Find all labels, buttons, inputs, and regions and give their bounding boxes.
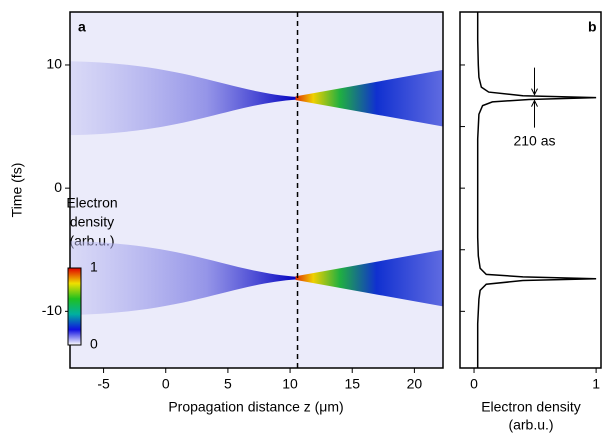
- colorbar-label: density: [70, 214, 114, 230]
- plot-frame: [459, 11, 602, 369]
- density-profile: [476, 12, 597, 368]
- x-tick-label: 0: [162, 376, 170, 392]
- annotation-arrowhead: [531, 99, 538, 107]
- x-tick-label: 10: [282, 376, 298, 392]
- x-tick-label: 1: [592, 376, 600, 392]
- annotation-arrowhead: [531, 88, 538, 96]
- x-tick-label: -5: [97, 376, 110, 392]
- plot-frame: [69, 11, 444, 369]
- beam-diverging: [295, 249, 443, 307]
- colorbar-label: Electron: [66, 195, 117, 211]
- colorbar-tick-label: 0: [90, 336, 98, 352]
- x-tick-label: 15: [344, 376, 360, 392]
- panel-label: a: [78, 19, 86, 35]
- annotation: 210 as: [513, 132, 555, 148]
- panel-label: b: [588, 19, 597, 35]
- beam-converging: [70, 61, 298, 136]
- x-tick-label: 20: [407, 376, 423, 392]
- x-axis-label: Electron density: [481, 399, 581, 415]
- x-tick-label: 5: [224, 376, 232, 392]
- beam-converging: [70, 241, 298, 316]
- y-tick-label: -10: [42, 302, 62, 318]
- x-axis-label: (arb.u.): [508, 417, 553, 433]
- x-axis-label: Propagation distance z (μm): [168, 399, 343, 415]
- y-tick-label: 10: [46, 56, 62, 72]
- y-tick-label: 0: [54, 179, 62, 195]
- x-tick-label: 0: [470, 376, 478, 392]
- y-axis-label: Time (fs): [9, 163, 25, 218]
- beam-diverging: [295, 69, 443, 127]
- colorbar-tick-label: 1: [90, 259, 98, 275]
- colorbar: [67, 267, 82, 346]
